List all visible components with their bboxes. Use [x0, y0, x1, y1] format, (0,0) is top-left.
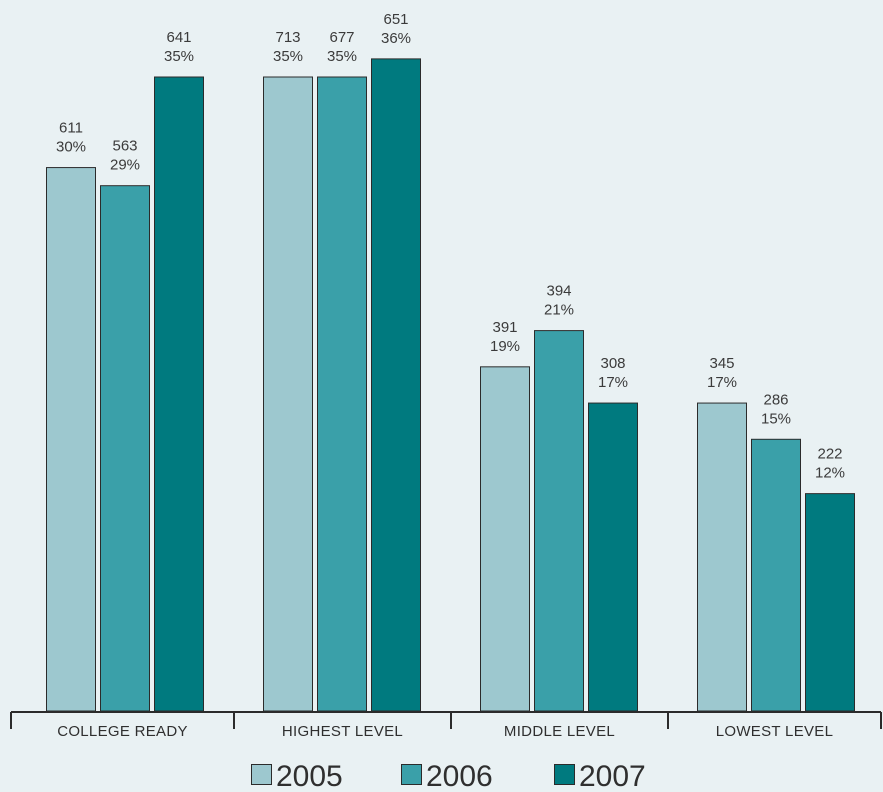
percent-label-college-ready-2006: 29% — [110, 157, 140, 174]
bar-lowest-level-2006 — [751, 438, 801, 712]
bar-highest-level-2005 — [263, 76, 313, 712]
value-label-highest-level-2005: 713 — [275, 29, 300, 46]
bar-middle-level-2007 — [588, 402, 638, 712]
value-label-lowest-level-2006: 286 — [763, 391, 788, 408]
bar-highest-level-2006 — [317, 76, 367, 712]
category-label-lowest-level: LOWEST LEVEL — [716, 723, 834, 740]
bar-lowest-level-2005 — [697, 402, 747, 712]
value-label-middle-level-2005: 391 — [492, 319, 517, 336]
legend-label-2006: 2006 — [426, 760, 493, 792]
value-label-highest-level-2007: 651 — [383, 11, 408, 28]
legend-label-2007: 2007 — [579, 760, 646, 792]
legend-swatch-2005 — [251, 764, 272, 785]
bar-college-ready-2007 — [154, 76, 204, 712]
category-label-highest-level: HIGHEST LEVEL — [282, 723, 403, 740]
percent-label-middle-level-2007: 17% — [598, 374, 628, 391]
value-label-lowest-level-2007: 222 — [817, 446, 842, 463]
percent-label-highest-level-2006: 35% — [327, 48, 357, 65]
legend-label-2005: 2005 — [276, 760, 343, 792]
legend-swatch-2006 — [401, 764, 422, 785]
value-label-highest-level-2006: 677 — [329, 29, 354, 46]
bar-lowest-level-2007 — [805, 493, 855, 712]
value-label-college-ready-2007: 641 — [166, 29, 191, 46]
value-label-college-ready-2005: 611 — [59, 120, 83, 137]
percent-label-college-ready-2007: 35% — [164, 48, 194, 65]
bar-college-ready-2006 — [100, 185, 150, 712]
category-label-college-ready: COLLEGE READY — [57, 723, 188, 740]
value-label-middle-level-2006: 394 — [546, 283, 571, 300]
legend: 2005 2006 2007 — [251, 760, 646, 792]
value-label-lowest-level-2005: 345 — [709, 355, 734, 372]
x-axis: COLLEGE READY HIGHEST LEVEL MIDDLE LEVEL LO… — [10, 711, 882, 740]
percent-label-lowest-level-2007: 12% — [815, 465, 845, 482]
percent-label-highest-level-2007: 36% — [381, 30, 411, 47]
data-labels-layer: 611 30% 713 35% 391 19% 345 17% 563 29% 677 35% 394 2… — [56, 11, 845, 482]
percent-label-lowest-level-2005: 17% — [707, 374, 737, 391]
value-label-middle-level-2007: 308 — [600, 355, 625, 372]
percent-label-highest-level-2005: 35% — [273, 48, 303, 65]
percent-label-college-ready-2005: 30% — [56, 139, 86, 156]
bar-college-ready-2005 — [46, 167, 96, 712]
percent-label-middle-level-2006: 21% — [544, 302, 574, 319]
bar-highest-level-2007 — [371, 58, 421, 712]
bar-middle-level-2006 — [534, 330, 584, 712]
percent-label-middle-level-2005: 19% — [490, 338, 520, 355]
value-label-college-ready-2006: 563 — [112, 138, 137, 155]
bar-middle-level-2005 — [480, 366, 530, 712]
legend-swatch-2007 — [554, 764, 575, 785]
category-label-middle-level: MIDDLE LEVEL — [504, 723, 615, 740]
percent-label-lowest-level-2006: 15% — [761, 410, 791, 427]
bars-layer — [46, 58, 855, 712]
